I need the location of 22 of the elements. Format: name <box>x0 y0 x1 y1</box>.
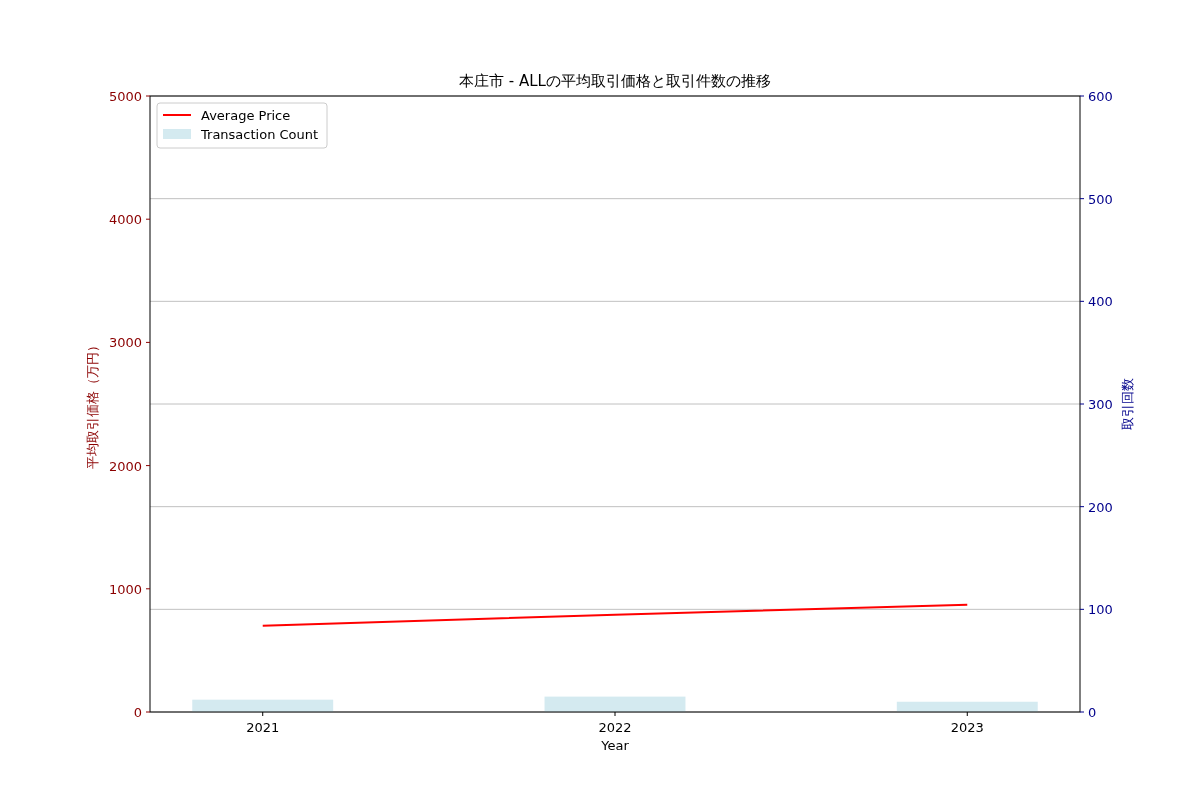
y2-tick-label: 300 <box>1088 397 1113 412</box>
y-tick-label: 1000 <box>108 581 142 597</box>
y2-tick-label: 500 <box>1088 191 1113 207</box>
legend-label: Average Price <box>201 108 291 123</box>
y2-tick-label: 400 <box>1088 294 1113 310</box>
chart-title: 本庄市 - ALLの平均取引価格と取引件数の推移 <box>459 72 771 90</box>
y-axis-title: 平均取引価格（万円） <box>85 339 100 469</box>
y-tick-label: 2000 <box>108 458 142 474</box>
y2-axis-title: 取引回数 <box>1120 378 1135 430</box>
y2-tick-label: 0 <box>1088 705 1097 720</box>
y2-tick-label: 600 <box>1088 89 1113 104</box>
x-tick-label: 2021 <box>246 720 280 735</box>
legend-label: Transaction Count <box>200 127 319 142</box>
x-tick-label: 2023 <box>950 720 984 735</box>
y-tick-label: 0 <box>133 705 142 720</box>
y2-tick-label: 100 <box>1088 602 1113 618</box>
y-tick-label: 3000 <box>108 335 142 351</box>
y2-tick-label: 200 <box>1088 499 1113 515</box>
x-tick-label: 2022 <box>598 720 632 735</box>
y-tick-label: 4000 <box>108 212 142 228</box>
y-tick-label: 5000 <box>108 89 142 104</box>
x-axis-title: Year <box>600 738 630 753</box>
